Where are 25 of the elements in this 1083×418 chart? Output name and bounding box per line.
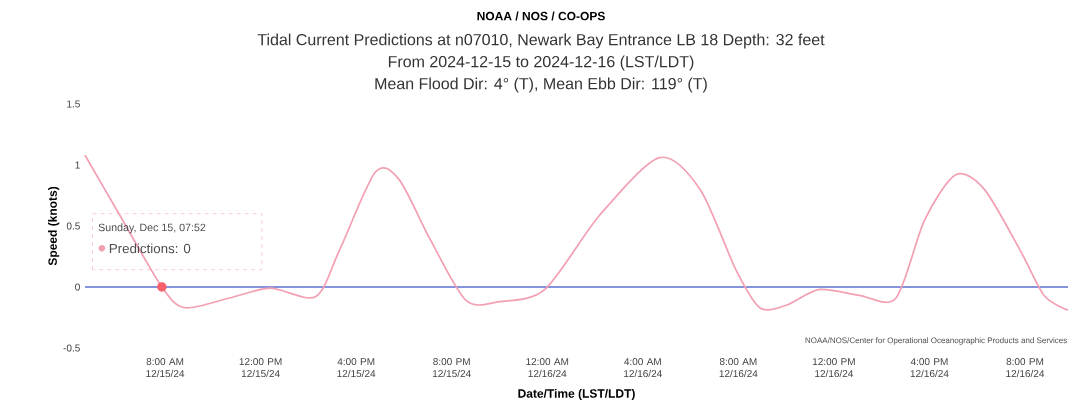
annotation: Sunday, Dec 15, 07:52 [98,223,206,234]
x-tick-label: 12:00 PM 12/15/24 [239,358,282,378]
x-tick-label: 8:00 AM 12/16/24 [719,358,758,378]
x-tick-label: 12:00 PM 12/16/24 [812,358,855,378]
y-tick-label: -0.5 [63,344,80,352]
annotation: Predictions: 0 [109,243,191,254]
y-tick-label: 0.5 [66,222,80,230]
annotation: NOAA/NOS/Center for Operational Oceanographic Products and Services [805,337,1067,345]
y-tick-label: 1.5 [67,100,80,108]
line-series [84,154,1069,312]
x-tick-label: 8:00 PM 12/15/24 [432,358,471,378]
x-tick-label: 4:00 PM 12/16/24 [910,358,949,378]
y-tick-label: 1 [75,161,80,169]
y-axis-title: Speed (knots) [48,186,60,266]
x-tick-label: 4:00 PM 12/15/24 [337,358,376,378]
x-axis-title: Date/Time (LST/LDT) [518,388,635,401]
y-tick-label: 0 [75,283,80,291]
x-tick-label: 4:00 AM 12/16/24 [624,358,662,378]
x-tick-label: 12:00 AM 12/16/24 [526,358,569,378]
chart-subtitle: Tidal Current Predictions at n07010, Newark Bay Entrance LB 18 Depth: 32 feet [257,33,825,49]
x-tick-label: 8:00 PM 12/16/24 [1006,358,1045,378]
x-tick-label: 8:00 AM 12/15/24 [146,358,185,378]
text: From 2024-12-15 to 2024-12-16 (LST/LDT) [388,55,694,71]
chart-title: NOAA / NOS / CO-OPS [477,11,605,21]
text: Mean Flood Dir: 4° (T), Mean Ebb Dir: 119° (T) [375,77,707,93]
